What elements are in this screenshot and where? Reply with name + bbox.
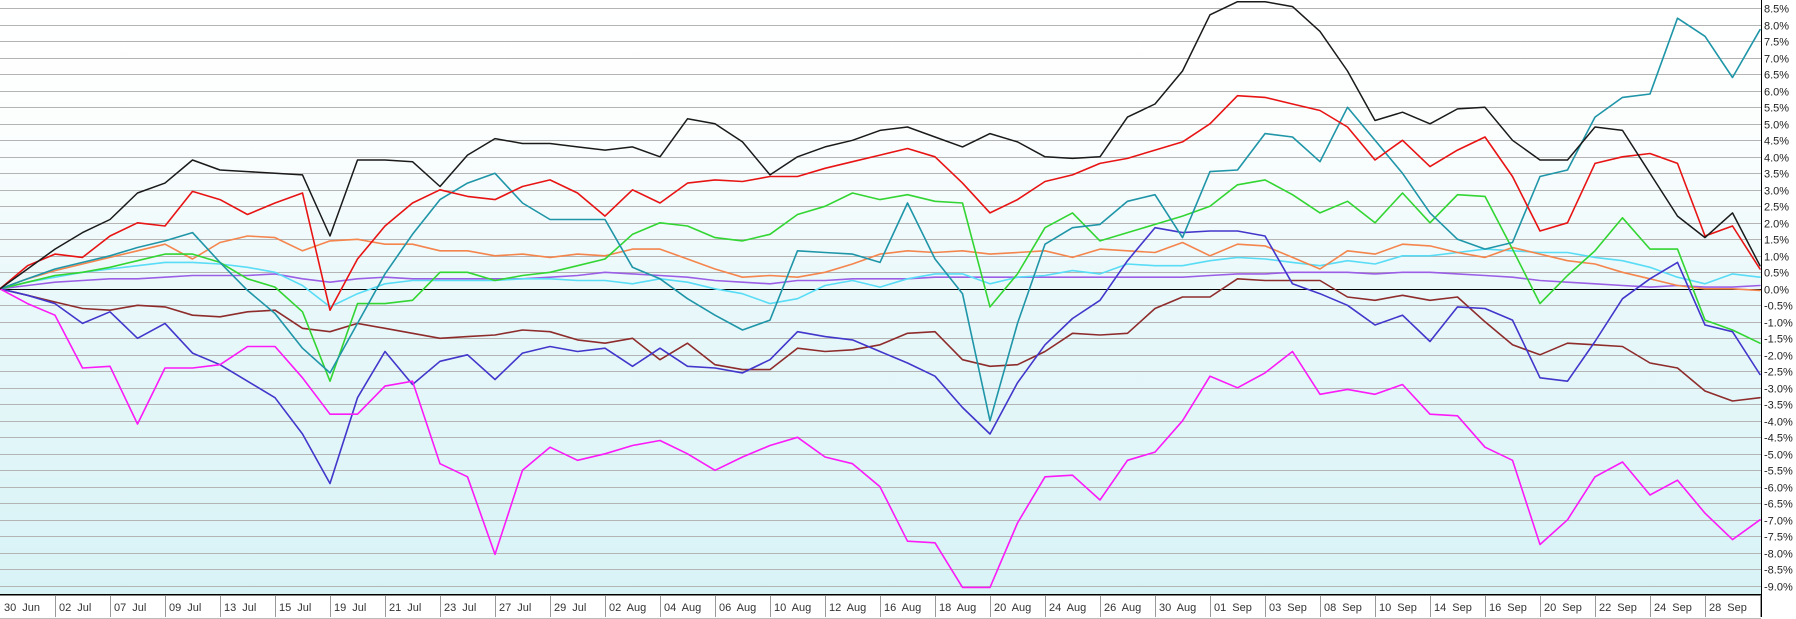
x-tick-label: 09 Jul bbox=[169, 602, 201, 614]
series-line-green bbox=[0, 179, 1761, 383]
x-tick-label: 20 Aug bbox=[994, 602, 1031, 614]
y-tick-label: 5.5% bbox=[1764, 103, 1789, 115]
x-tick-label: 19 Jul bbox=[334, 602, 366, 614]
y-tick-label: -5.0% bbox=[1764, 450, 1793, 462]
y-tick-label: -4.5% bbox=[1764, 433, 1793, 445]
y-tick-label: -2.0% bbox=[1764, 351, 1793, 363]
y-tick-label: 6.0% bbox=[1764, 87, 1789, 99]
x-tick-label: 26 Aug bbox=[1104, 602, 1141, 614]
y-tick-label: 4.0% bbox=[1764, 153, 1789, 165]
y-tick-label: -7.0% bbox=[1764, 516, 1793, 528]
x-tick-label: 29 Jul bbox=[554, 602, 586, 614]
x-tick-label: 18 Aug bbox=[939, 602, 976, 614]
y-tick-label: -6.5% bbox=[1764, 499, 1793, 511]
y-tick-label: 1.5% bbox=[1764, 235, 1789, 247]
x-tick-label: 15 Jul bbox=[279, 602, 311, 614]
y-tick-label: -1.0% bbox=[1764, 318, 1793, 330]
series-line-violet bbox=[0, 271, 1761, 290]
x-tick-label: 21 Jul bbox=[389, 602, 421, 614]
series-line-cyan bbox=[0, 248, 1761, 308]
series-line-black bbox=[0, 0, 1761, 290]
series-line-orange bbox=[0, 235, 1761, 292]
y-tick-label: 7.0% bbox=[1764, 54, 1789, 66]
y-tick-label: 5.0% bbox=[1764, 120, 1789, 132]
y-tick-label: 1.0% bbox=[1764, 252, 1789, 264]
x-tick-label: 02 Jul bbox=[59, 602, 91, 614]
series-line-blue bbox=[0, 226, 1761, 485]
x-tick-label: 16 Sep bbox=[1489, 602, 1527, 614]
x-tick-label: 30 Jun bbox=[4, 602, 40, 614]
plot-background bbox=[0, 0, 1761, 594]
x-tick-label: 02 Aug bbox=[609, 602, 646, 614]
y-tick-label: 0.5% bbox=[1764, 268, 1789, 280]
y-tick-label: -2.5% bbox=[1764, 367, 1793, 379]
y-tick-label: 6.5% bbox=[1764, 70, 1789, 82]
x-tick-label: 20 Sep bbox=[1544, 602, 1582, 614]
y-tick-label: -5.5% bbox=[1764, 466, 1793, 478]
series-line-red bbox=[0, 94, 1761, 312]
x-tick-label: 23 Jul bbox=[444, 602, 476, 614]
y-tick-label: -1.5% bbox=[1764, 334, 1793, 346]
x-tick-label: 04 Aug bbox=[664, 602, 701, 614]
series-line-magenta bbox=[0, 287, 1761, 589]
y-tick-label: -3.5% bbox=[1764, 400, 1793, 412]
y-tick-label: -0.5% bbox=[1764, 301, 1793, 313]
y-tick-label: -7.5% bbox=[1764, 532, 1793, 544]
y-tick-label: 8.5% bbox=[1764, 4, 1789, 16]
y-tick-label: 0.0% bbox=[1764, 285, 1789, 297]
x-tick-label: 07 Jul bbox=[114, 602, 146, 614]
y-tick-label: 3.5% bbox=[1764, 169, 1789, 181]
x-tick-label: 10 Aug bbox=[774, 602, 811, 614]
x-tick-label: 24 Sep bbox=[1654, 602, 1692, 614]
x-tick-label: 24 Aug bbox=[1049, 602, 1086, 614]
y-tick-label: 2.0% bbox=[1764, 219, 1789, 231]
x-tick-label: 08 Sep bbox=[1324, 602, 1362, 614]
x-tick-label: 16 Aug bbox=[884, 602, 921, 614]
y-tick-label: 3.0% bbox=[1764, 186, 1789, 198]
x-tick-label: 13 Jul bbox=[224, 602, 256, 614]
y-tick-label: 7.5% bbox=[1764, 37, 1789, 49]
x-tick-label: 28 Sep bbox=[1709, 602, 1747, 614]
y-tick-label: -4.0% bbox=[1764, 417, 1793, 429]
y-tick-label: 4.5% bbox=[1764, 136, 1789, 148]
x-tick-label: 30 Aug bbox=[1159, 602, 1196, 614]
y-tick-label: -8.0% bbox=[1764, 549, 1793, 561]
series-line-teal bbox=[0, 17, 1761, 422]
x-tick-label: 27 Jul bbox=[499, 602, 531, 614]
x-tick-label: 22 Sep bbox=[1599, 602, 1637, 614]
y-tick-label: -8.5% bbox=[1764, 565, 1793, 577]
series-line-maroon bbox=[0, 277, 1761, 402]
y-tick-label: 2.5% bbox=[1764, 202, 1789, 214]
x-tick-label: 01 Sep bbox=[1214, 602, 1252, 614]
x-tick-label: 14 Sep bbox=[1434, 602, 1472, 614]
x-tick-label: 06 Aug bbox=[719, 602, 756, 614]
y-tick-label: -9.0% bbox=[1764, 582, 1793, 594]
y-tick-label: 8.0% bbox=[1764, 21, 1789, 33]
x-tick-label: 03 Sep bbox=[1269, 602, 1307, 614]
y-tick-label: -3.0% bbox=[1764, 384, 1793, 396]
y-tick-label: -6.0% bbox=[1764, 483, 1793, 495]
x-tick-label: 12 Aug bbox=[829, 602, 866, 614]
x-tick-label: 10 Sep bbox=[1379, 602, 1417, 614]
